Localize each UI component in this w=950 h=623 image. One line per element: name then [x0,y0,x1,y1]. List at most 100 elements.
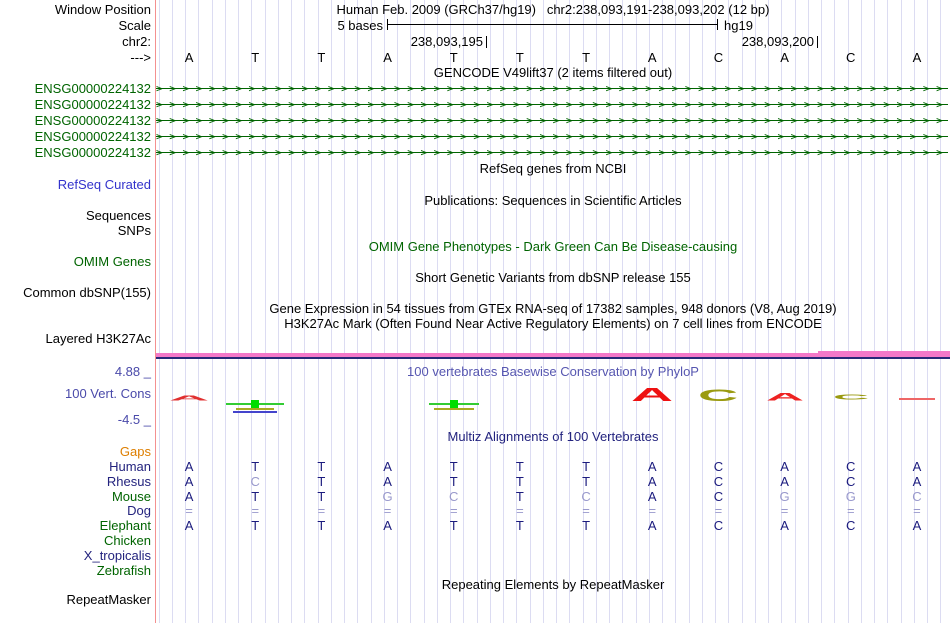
alignment-base: = [582,503,590,518]
gene-label[interactable]: ENSG00000224132 [34,113,151,128]
alignment-base: T [582,518,591,533]
repeatmasker-label[interactable]: RepeatMasker [66,592,151,607]
alignment-base: T [251,518,260,533]
logo-tbar-square [449,400,458,408]
alignment-base: = [449,503,458,518]
gtex-track-title[interactable]: Gene Expression in 54 tissues from GTEx … [269,301,837,316]
layered-h3k27ac-label[interactable]: Layered H3K27Ac [45,331,151,346]
species-label-gaps[interactable]: Gaps [119,444,151,459]
publications-track-title[interactable]: Publications: Sequences in Scientific Ar… [424,193,682,208]
snps-label[interactable]: SNPs [117,223,151,238]
species-label-x_tropicalis[interactable]: X_tropicalis [83,548,151,563]
gridline [927,0,928,623]
gene-label[interactable]: ENSG00000224132 [34,129,151,144]
gridline [701,0,703,623]
h3k27ac-signal-bar-thick [818,351,950,357]
gridline [291,0,292,623]
logo-line-glyph [433,408,474,410]
gridline [436,0,438,623]
gridline [423,0,425,623]
alignment-base: A [912,459,922,474]
species-label-mouse[interactable]: Mouse [111,489,151,504]
refseq-curated-label[interactable]: RefSeq Curated [57,177,151,192]
gridline [317,0,319,623]
repeatmasker-track-title[interactable]: Repeating Elements by RepeatMasker [441,577,665,592]
dbsnp-track-title[interactable]: Short Genetic Variants from dbSNP releas… [415,270,691,285]
species-label-chicken[interactable]: Chicken [104,533,151,548]
refseq-track-title[interactable]: RefSeq genes from NCBI [479,161,627,176]
alignment-base: C [449,489,459,504]
gene-label[interactable]: ENSG00000224132 [34,145,151,160]
conservation-track-title[interactable]: 100 vertebrates Basewise Conservation by… [407,364,699,379]
gridline [874,0,875,623]
gridline [675,0,677,623]
window-position-label: Window Position [54,2,151,17]
gridline [171,0,173,623]
gridline [344,0,345,623]
gridline [794,0,796,623]
species-label-dog[interactable]: Dog [127,503,151,518]
gridline [609,0,610,623]
base-letter: T [582,50,591,65]
species-label-human[interactable]: Human [109,459,151,474]
logo-line-glyph [236,408,275,410]
chrom-label: chr2: [122,34,151,49]
alignment-base: = [780,503,789,518]
gene-strand-arrows[interactable]: >>>>>>>>>>>>>>>>>>>>>>>>>>>>>>>>>>>>>>>>… [156,146,948,159]
alignment-base: A [184,489,194,504]
species-label-elephant[interactable]: Elephant [99,518,151,533]
gridline [238,0,239,623]
gridline [595,0,597,623]
gridline [754,0,756,623]
alignment-base: = [251,503,260,518]
omim-track-title[interactable]: OMIM Gene Phenotypes - Dark Green Can Be… [368,239,738,254]
base-letter: C [713,50,724,65]
sequences-label[interactable]: Sequences [85,208,151,223]
alignment-base: T [317,518,326,533]
alignment-base: A [184,474,194,489]
gridline [503,0,504,623]
gene-strand-arrows[interactable]: >>>>>>>>>>>>>>>>>>>>>>>>>>>>>>>>>>>>>>>>… [156,82,948,95]
gene-strand-arrows[interactable]: >>>>>>>>>>>>>>>>>>>>>>>>>>>>>>>>>>>>>>>>… [156,98,948,111]
coordinate-right: 238,093,200 [741,34,814,49]
species-label-rhesus[interactable]: Rhesus [106,474,151,489]
position-title: Human Feb. 2009 (GRCh37/hg19) chr2:238,0… [336,2,770,17]
base-letter: A [780,50,789,65]
base-letter: A [184,50,194,65]
multiz-track-title[interactable]: Multiz Alignments of 100 Vertebrates [447,429,659,444]
dbsnp-label[interactable]: Common dbSNP(155) [23,285,151,300]
alignment-base: C [846,518,856,533]
species-label-zebrafish[interactable]: Zebrafish [96,563,151,578]
base-letter: C [846,50,856,65]
gridline [370,0,372,623]
conservation-min-value: -4.5 _ [117,412,151,427]
alignment-base: C [846,459,856,474]
alignment-base: A [780,518,789,533]
alignment-base: A [383,474,392,489]
alignment-base: = [185,503,193,518]
gridline [357,0,359,623]
alignment-base: = [516,503,524,518]
logo-letter: C [832,393,869,402]
gridline [582,0,584,623]
alignment-base: C [581,489,591,504]
scale-bar-line [387,24,718,25]
gene-label[interactable]: ENSG00000224132 [34,97,151,112]
gene-strand-arrows[interactable]: >>>>>>>>>>>>>>>>>>>>>>>>>>>>>>>>>>>>>>>>… [156,114,948,127]
alignment-base: = [846,503,855,518]
h3k27ac-track-title[interactable]: H3K27Ac Mark (Often Found Near Active Re… [284,316,822,331]
alignment-base: G [845,489,856,504]
base-letter: T [515,50,524,65]
alignment-base: T [449,474,458,489]
gene-strand-arrows[interactable]: >>>>>>>>>>>>>>>>>>>>>>>>>>>>>>>>>>>>>>>>… [156,130,948,143]
h3k27ac-baseline [156,357,950,359]
gene-label[interactable]: ENSG00000224132 [34,81,151,96]
conservation-track-label[interactable]: 100 Vert. Cons [65,386,151,401]
gridline [410,0,412,623]
gencode-track-title[interactable]: GENCODE V49lift37 (2 items filtered out) [433,65,673,80]
gridline [556,0,557,623]
alignment-base: T [317,489,326,504]
omim-genes-label[interactable]: OMIM Genes [73,254,151,269]
gridline [330,0,332,623]
